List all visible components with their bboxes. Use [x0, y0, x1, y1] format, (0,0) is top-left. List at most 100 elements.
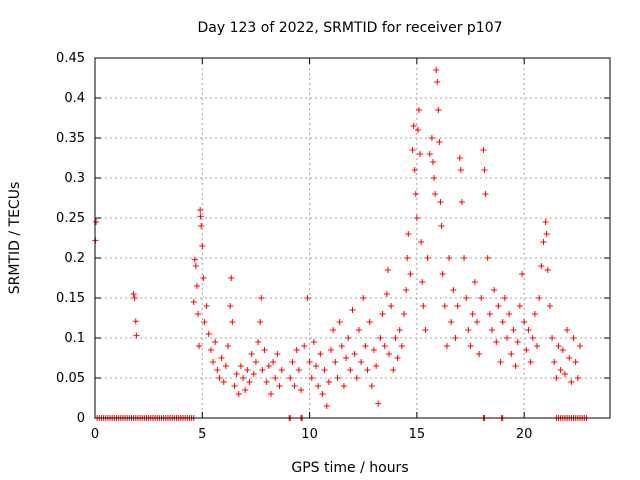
data-point	[265, 363, 272, 369]
data-point	[203, 303, 210, 309]
data-point	[355, 327, 362, 333]
data-point	[424, 255, 431, 261]
data-point	[214, 367, 221, 373]
data-point	[488, 327, 495, 333]
data-point	[218, 355, 225, 361]
data-point	[353, 375, 360, 381]
data-point	[443, 343, 450, 349]
data-point	[471, 279, 478, 285]
data-point	[527, 359, 534, 365]
data-point	[568, 379, 575, 385]
data-point	[197, 207, 204, 213]
data-point	[412, 191, 419, 197]
data-point	[368, 383, 375, 389]
data-point	[298, 387, 304, 393]
data-point	[394, 355, 401, 361]
y-tick-label: 0.1	[64, 331, 85, 346]
data-point	[534, 343, 541, 349]
data-point	[523, 347, 530, 353]
data-point	[212, 339, 219, 345]
data-point	[432, 191, 439, 197]
y-tick-label: 0.35	[56, 131, 85, 146]
data-point	[499, 319, 506, 325]
data-point	[131, 295, 138, 301]
data-point	[422, 327, 429, 333]
data-point	[559, 347, 566, 353]
data-point	[407, 271, 414, 277]
x-tick-label: 20	[516, 427, 533, 442]
data-point	[383, 291, 390, 297]
data-point	[439, 271, 446, 277]
data-point	[191, 256, 198, 263]
data-point	[375, 400, 382, 407]
data-point	[347, 367, 354, 373]
y-tick-label: 0.2	[64, 251, 85, 266]
data-point	[549, 335, 556, 341]
data-point	[497, 359, 504, 365]
data-point	[276, 383, 283, 389]
data-point	[396, 327, 403, 333]
data-point	[544, 267, 551, 273]
data-point	[521, 319, 528, 325]
data-point	[484, 255, 491, 261]
data-point	[461, 255, 468, 261]
x-tick-label: 15	[409, 427, 426, 442]
y-tick-label: 0.45	[56, 51, 85, 66]
data-point	[274, 351, 281, 357]
chart-title: Day 123 of 2022, SRMTID for receiver p10…	[197, 20, 502, 36]
data-point	[244, 367, 251, 373]
grid	[95, 58, 610, 418]
data-point	[231, 383, 238, 389]
data-point	[486, 311, 493, 317]
data-points	[92, 67, 590, 421]
data-point	[308, 375, 315, 381]
data-point	[200, 275, 207, 281]
data-point	[384, 267, 391, 273]
data-point	[259, 367, 266, 373]
data-point	[473, 319, 480, 325]
data-point	[358, 359, 365, 365]
data-point	[343, 355, 350, 361]
data-point	[416, 107, 423, 113]
data-point	[385, 351, 392, 357]
y-tick-label: 0.25	[56, 211, 85, 226]
y-tick-label: 0	[77, 411, 85, 426]
data-point	[448, 319, 455, 325]
data-point	[458, 199, 465, 205]
tick-labels: 0 5 10 15 20 0 0.05 0.1 0.15 0.2 0.25 0.3 0.35 0.4 0.4…	[56, 51, 532, 442]
data-point	[248, 351, 255, 357]
data-point	[450, 287, 457, 293]
data-point	[379, 311, 386, 317]
data-point	[446, 255, 453, 261]
data-point	[519, 271, 526, 277]
data-point	[252, 359, 259, 365]
data-point	[465, 327, 472, 333]
data-point	[512, 363, 519, 369]
data-point	[476, 351, 483, 357]
data-point	[401, 311, 407, 317]
ticks	[94, 57, 610, 419]
data-point	[317, 351, 324, 357]
data-point	[210, 359, 217, 365]
data-point	[291, 383, 298, 389]
data-point	[516, 303, 523, 309]
data-point	[529, 335, 536, 341]
data-point	[398, 343, 405, 349]
data-point	[491, 287, 498, 293]
data-point	[370, 347, 377, 353]
data-point	[345, 335, 352, 341]
data-point	[441, 303, 448, 309]
data-point	[431, 175, 438, 181]
data-point	[434, 79, 441, 85]
data-point	[227, 303, 234, 309]
data-point	[246, 379, 253, 385]
data-point	[360, 295, 367, 301]
data-point	[463, 295, 470, 301]
x-axis-label: GPS time / hours	[291, 460, 408, 476]
data-point	[437, 199, 444, 205]
data-point	[557, 367, 564, 373]
data-point	[467, 343, 474, 349]
data-point	[381, 343, 388, 349]
